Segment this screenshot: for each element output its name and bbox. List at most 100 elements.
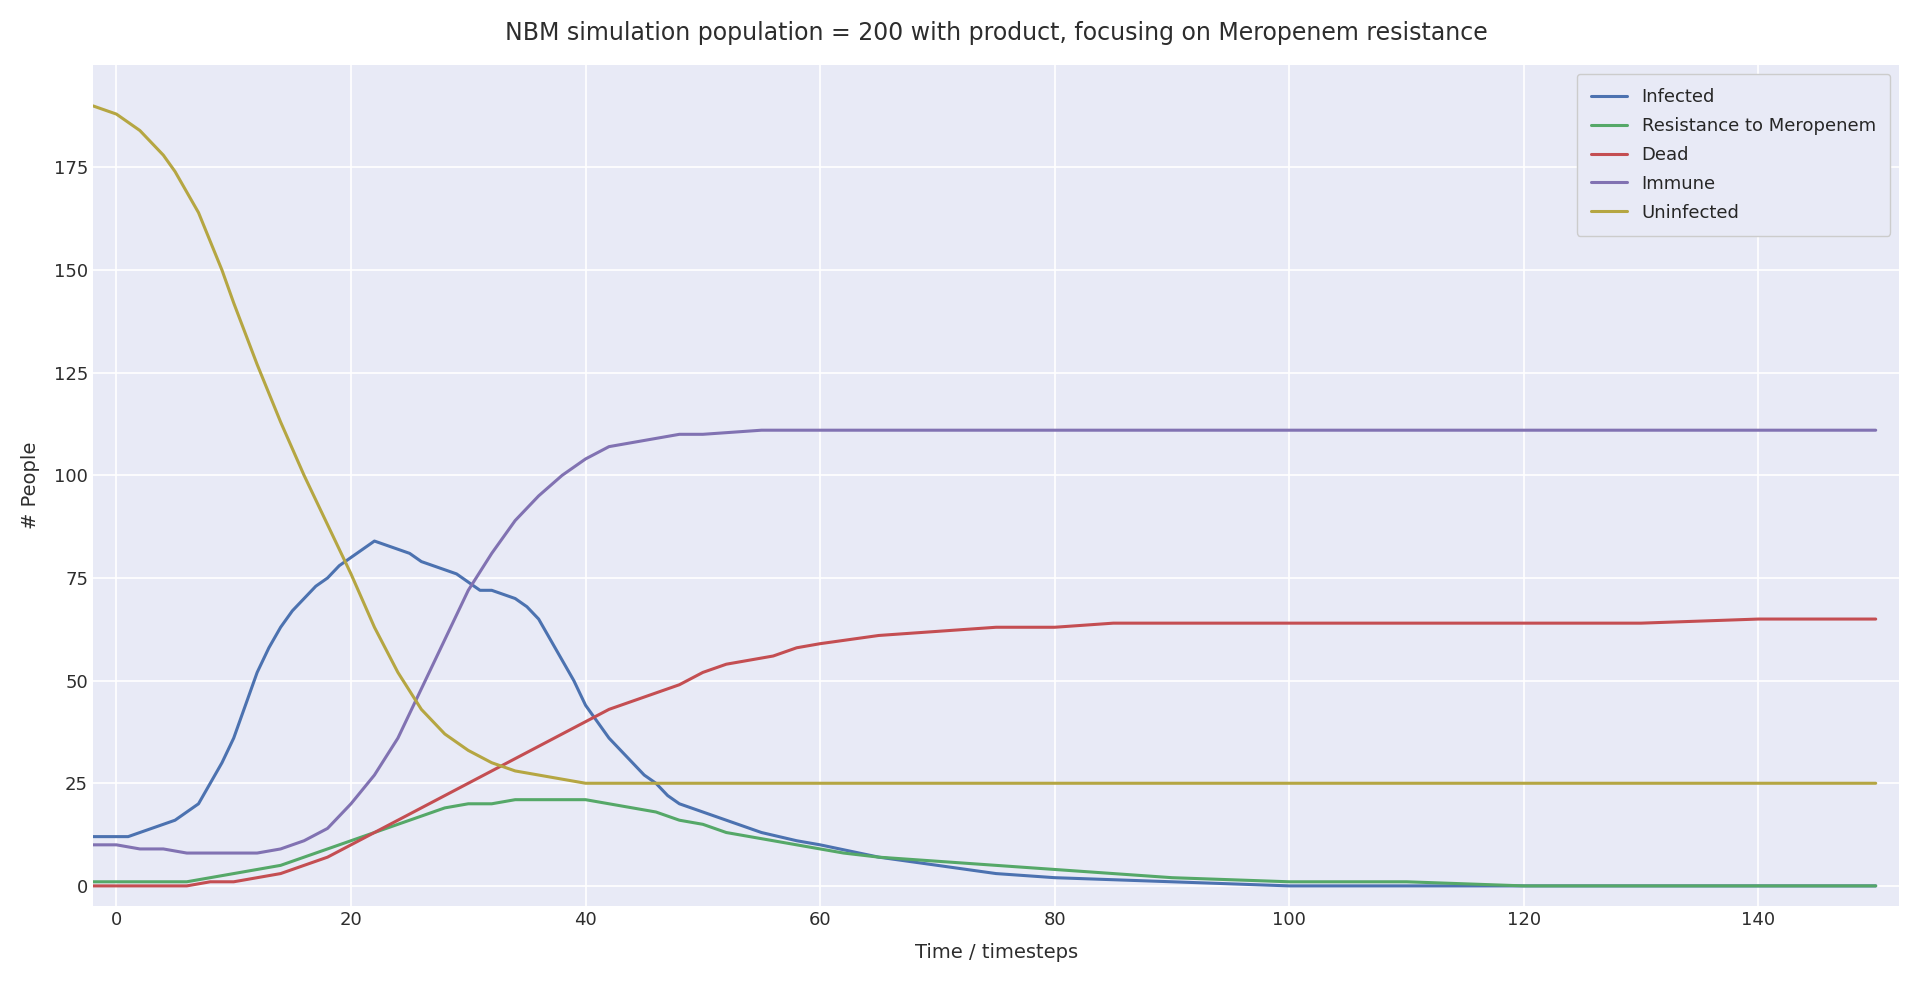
- Uninfected: [620, 778, 643, 789]
- Uninfected: [925, 778, 948, 789]
- Uninfected: [200, 236, 223, 248]
- Uninfected: [691, 778, 714, 789]
- Resistance to Meropenem: [386, 819, 409, 831]
- Infected: [445, 568, 468, 580]
- Dead: [200, 876, 223, 888]
- Uninfected: [480, 757, 503, 769]
- Dead: [1160, 617, 1183, 629]
- Uninfected: [386, 666, 409, 678]
- Dead: [739, 655, 762, 666]
- Dead: [317, 851, 340, 863]
- Resistance to Meropenem: [409, 810, 432, 822]
- Infected: [751, 827, 774, 838]
- Immune: [106, 838, 129, 850]
- Resistance to Meropenem: [714, 827, 737, 838]
- Dead: [1513, 617, 1536, 629]
- Dead: [1102, 617, 1125, 629]
- Dead: [925, 625, 948, 637]
- Uninfected: [645, 778, 668, 789]
- Line: Resistance to Meropenem: Resistance to Meropenem: [92, 800, 1876, 886]
- Immune: [620, 436, 643, 448]
- Uninfected: [668, 778, 691, 789]
- Immune: [1864, 425, 1887, 436]
- Dead: [868, 629, 891, 641]
- Immune: [503, 515, 526, 527]
- Uninfected: [503, 765, 526, 777]
- Dead: [175, 880, 198, 892]
- Resistance to Meropenem: [574, 794, 597, 806]
- Dead: [1396, 617, 1419, 629]
- Dead: [1043, 621, 1066, 633]
- Title: NBM simulation population = 200 with product, focusing on Meropenem resistance: NBM simulation population = 200 with pro…: [505, 21, 1488, 45]
- Dead: [246, 872, 269, 884]
- Dead: [434, 789, 457, 801]
- Dead: [762, 650, 785, 662]
- Dead: [1864, 613, 1887, 625]
- Uninfected: [117, 116, 140, 128]
- Immune: [528, 490, 551, 501]
- Resistance to Meropenem: [645, 806, 668, 818]
- Immune: [269, 843, 292, 855]
- Resistance to Meropenem: [1043, 864, 1066, 876]
- Immune: [1396, 425, 1419, 436]
- Uninfected: [129, 125, 152, 137]
- Dead: [81, 880, 104, 892]
- Resistance to Meropenem: [152, 876, 175, 888]
- Uninfected: [1277, 778, 1300, 789]
- Uninfected: [751, 778, 774, 789]
- Immune: [223, 847, 246, 859]
- Dead: [1630, 617, 1653, 629]
- Resistance to Meropenem: [868, 851, 891, 863]
- Immune: [1630, 425, 1653, 436]
- Uninfected: [292, 470, 315, 482]
- Immune: [868, 425, 891, 436]
- Uninfected: [81, 100, 104, 112]
- Uninfected: [1513, 778, 1536, 789]
- Immune: [1277, 425, 1300, 436]
- Immune: [292, 835, 315, 846]
- Dead: [785, 642, 808, 654]
- Dead: [714, 659, 737, 670]
- Infected: [280, 605, 303, 616]
- Uninfected: [211, 264, 234, 276]
- Uninfected: [363, 621, 386, 633]
- Resistance to Meropenem: [620, 802, 643, 814]
- Immune: [1043, 425, 1066, 436]
- Uninfected: [1043, 778, 1066, 789]
- Dead: [574, 716, 597, 727]
- Dead: [292, 859, 315, 871]
- Line: Dead: Dead: [92, 619, 1876, 886]
- Immune: [409, 683, 432, 695]
- Dead: [1747, 613, 1770, 625]
- Uninfected: [528, 769, 551, 781]
- Uninfected: [409, 704, 432, 716]
- Immune: [246, 847, 269, 859]
- Resistance to Meropenem: [739, 831, 762, 842]
- Dead: [528, 740, 551, 752]
- Uninfected: [175, 186, 198, 198]
- Resistance to Meropenem: [223, 868, 246, 880]
- Immune: [574, 453, 597, 465]
- Immune: [386, 732, 409, 744]
- Uninfected: [1864, 778, 1887, 789]
- Immune: [751, 425, 774, 436]
- Dead: [106, 880, 129, 892]
- Immune: [129, 843, 152, 855]
- Resistance to Meropenem: [668, 814, 691, 826]
- Uninfected: [1396, 778, 1419, 789]
- Line: Uninfected: Uninfected: [92, 106, 1876, 783]
- Resistance to Meropenem: [434, 802, 457, 814]
- Resistance to Meropenem: [480, 798, 503, 810]
- Dead: [480, 765, 503, 777]
- Immune: [457, 585, 480, 597]
- Dead: [808, 638, 831, 650]
- Legend: Infected, Resistance to Meropenem, Dead, Immune, Uninfected: Infected, Resistance to Meropenem, Dead,…: [1576, 74, 1889, 236]
- Resistance to Meropenem: [292, 851, 315, 863]
- Resistance to Meropenem: [81, 876, 104, 888]
- Uninfected: [223, 297, 246, 309]
- Resistance to Meropenem: [831, 847, 854, 859]
- Uninfected: [597, 778, 620, 789]
- Uninfected: [317, 519, 340, 531]
- Immune: [597, 440, 620, 452]
- Resistance to Meropenem: [528, 794, 551, 806]
